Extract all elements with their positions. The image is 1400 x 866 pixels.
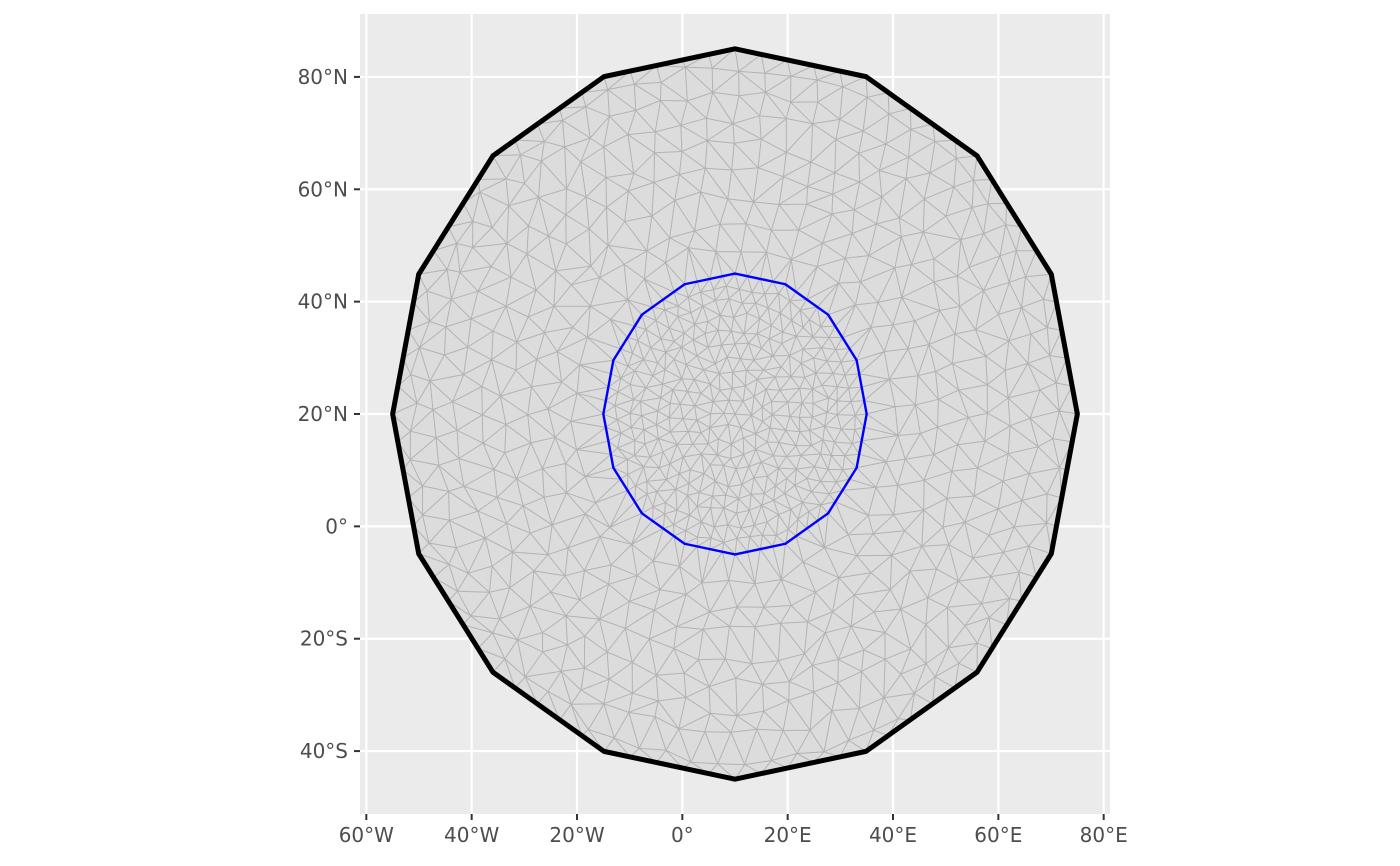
y-tick-label: 40°N <box>298 290 348 314</box>
x-tick-label: 40°E <box>869 823 917 847</box>
x-tick-label: 80°E <box>1080 823 1128 847</box>
y-tick-label: 20°N <box>298 402 348 426</box>
inner-boundary <box>602 272 868 556</box>
mesh-edges <box>392 48 1078 780</box>
x-tick-label: 20°W <box>549 823 604 847</box>
mesh-triangles <box>392 48 1078 780</box>
y-tick-label: 0° <box>325 514 348 538</box>
y-tick-label: 40°S <box>300 739 348 763</box>
y-axis-ticks: 80°N 60°N 40°N 20°N 0° 20°S 40°S <box>298 65 360 763</box>
x-tick-label: 20°E <box>764 823 812 847</box>
x-tick-label: 60°W <box>339 823 394 847</box>
x-tick-label: 60°E <box>974 823 1022 847</box>
outer-boundary <box>390 46 1080 782</box>
y-tick-label: 20°S <box>300 627 348 651</box>
boundaries <box>390 46 1080 782</box>
x-tick-label: 0° <box>671 823 694 847</box>
y-tick-label: 80°N <box>298 65 348 89</box>
y-tick-label: 60°N <box>298 177 348 201</box>
x-tick-label: 40°W <box>444 823 499 847</box>
x-axis-ticks: 60°W 40°W 20°W 0° 20°E 40°E 60°E 80°E <box>339 814 1128 847</box>
